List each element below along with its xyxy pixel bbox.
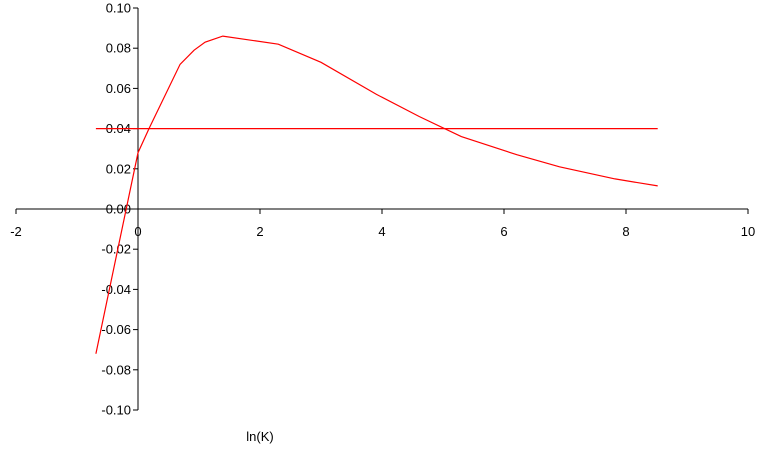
series-line-1 <box>95 35 658 354</box>
x-tick-label: 2 <box>256 224 263 239</box>
y-tick-label: 0.10 <box>106 1 131 16</box>
x-axis-title: ln(K) <box>246 429 273 444</box>
y-tick-label: -0.06 <box>101 322 131 337</box>
x-tick-label: 4 <box>378 224 385 239</box>
x-tick-label: 0 <box>134 224 141 239</box>
x-tick-label: -2 <box>10 224 22 239</box>
y-tick-label: 0.02 <box>106 161 131 176</box>
y-tick-label: -0.04 <box>101 282 131 297</box>
y-tick-label: 0.08 <box>106 41 131 56</box>
y-tick-label: -0.08 <box>101 362 131 377</box>
y-tick-label: 0.06 <box>106 81 131 96</box>
y-tick-label: 0.00 <box>106 202 131 217</box>
x-tick-label: 10 <box>741 224 755 239</box>
series-layer <box>95 35 658 354</box>
x-tick-label: 6 <box>500 224 507 239</box>
y-tick-label: -0.10 <box>101 403 131 418</box>
x-tick-label: 8 <box>622 224 629 239</box>
x-ticks: -2 0 2 4 6 8 10 <box>10 209 755 239</box>
y-tick-label: -0.02 <box>101 242 131 257</box>
